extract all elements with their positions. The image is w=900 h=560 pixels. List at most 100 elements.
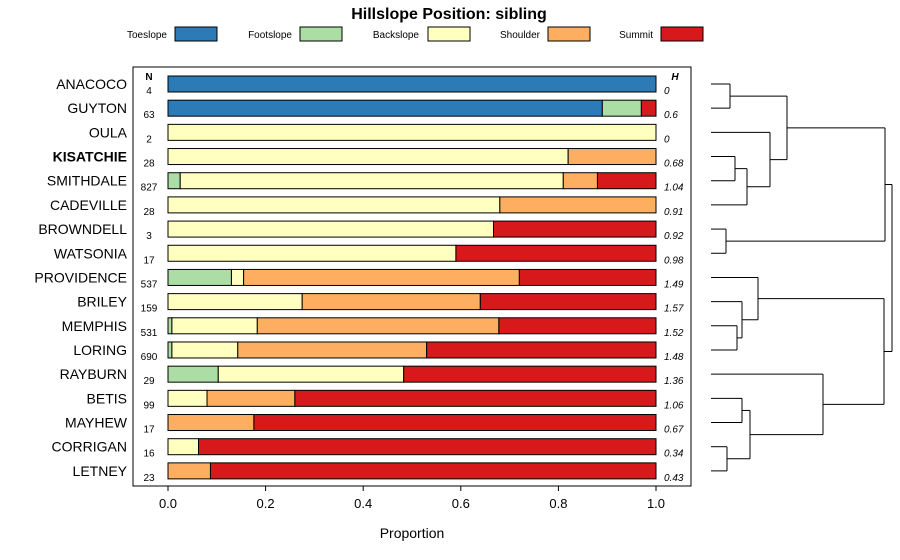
- bar-segment-footslope: [167, 268, 232, 286]
- bar-segment-summit: [455, 244, 657, 262]
- bar-row-providence: PROVIDENCE 537 1.49: [34, 268, 684, 290]
- bar-segment-footslope: [601, 99, 642, 117]
- bar-row-loring: LORING 690 1.48: [73, 341, 684, 363]
- row-label: WATSONIA: [54, 245, 128, 261]
- bar-row-anacoco: ANACOCO 4 0: [56, 75, 670, 97]
- row-h-value: 0.67: [664, 425, 684, 436]
- x-tick-label: 1.0: [647, 496, 665, 511]
- bar-segment-footslope: [167, 365, 219, 383]
- row-h-value: 0: [664, 134, 670, 145]
- bar-segment-summit: [426, 341, 657, 359]
- bar-row-betis: BETIS 99 1.06: [87, 389, 684, 411]
- row-n-value: 690: [141, 352, 158, 363]
- bar-segment-summit: [596, 172, 657, 190]
- bar-row-letney: LETNEY 23 0.43: [73, 462, 684, 484]
- row-label: CADEVILLE: [50, 197, 127, 213]
- bar-segment-shoulder: [567, 148, 657, 166]
- bar-segment-footslope: [167, 341, 173, 359]
- row-n-value: 17: [143, 255, 155, 266]
- row-n-value: 4: [146, 86, 152, 97]
- legend-swatch-footslope: [299, 26, 343, 42]
- row-label: KISATCHIE: [53, 149, 127, 165]
- row-n-value: 16: [143, 449, 155, 460]
- n-column-header: N: [145, 72, 152, 83]
- row-h-value: 0.6: [664, 110, 678, 121]
- bar-segment-shoulder: [256, 317, 500, 335]
- bar-segment-summit: [403, 365, 657, 383]
- bar-segment-summit: [498, 317, 657, 335]
- row-n-value: 827: [141, 183, 158, 194]
- row-label: CORRIGAN: [52, 439, 127, 455]
- bar-segment-summit: [518, 268, 657, 286]
- row-n-value: 23: [143, 473, 155, 484]
- bar-row-corrigan: CORRIGAN 16 0.34: [52, 438, 684, 460]
- row-h-value: 1.06: [664, 400, 684, 411]
- bar-row-mayhew: MAYHEW 17 0.67: [65, 414, 684, 436]
- x-tick-label: 0.4: [354, 496, 372, 511]
- bar-segment-backslope: [167, 389, 208, 407]
- row-label: BETIS: [87, 390, 127, 406]
- bar-segment-summit: [294, 389, 657, 407]
- bar-row-cadeville: CADEVILLE 28 0.91: [50, 196, 683, 218]
- legend-swatch-summit: [660, 26, 704, 42]
- bar-segment-summit: [209, 462, 657, 480]
- row-label: BRILEY: [77, 294, 127, 310]
- bar-row-oula: OULA 2 0: [89, 123, 670, 145]
- legend-label-summit: Summit: [619, 30, 653, 41]
- legend-swatch-shoulder: [547, 26, 591, 42]
- row-n-value: 63: [143, 110, 155, 121]
- row-n-value: 29: [143, 376, 155, 387]
- bar-segment-summit: [253, 414, 657, 432]
- row-label: MEMPHIS: [62, 318, 127, 334]
- row-label: SMITHDALE: [47, 173, 127, 189]
- bar-segment-footslope: [167, 172, 181, 190]
- bar-segment-backslope: [171, 317, 258, 335]
- legend: Toeslope Footslope Backslope Shoulder Summit: [127, 26, 704, 42]
- legend-swatch-toeslope: [174, 26, 218, 42]
- bar-segment-shoulder: [167, 462, 211, 480]
- bar-segment-footslope: [167, 317, 173, 335]
- row-h-value: 1.52: [664, 328, 684, 339]
- bar-segment-backslope: [167, 196, 501, 214]
- bar-segment-shoulder: [206, 389, 296, 407]
- row-label: LETNEY: [73, 463, 128, 479]
- row-h-value: 0.68: [664, 159, 684, 170]
- plot-panel: [132, 66, 692, 487]
- legend-label-shoulder: Shoulder: [500, 30, 541, 41]
- bar-segment-backslope: [167, 148, 569, 166]
- row-h-value: 0.92: [664, 231, 684, 242]
- x-tick-label: 0.2: [257, 496, 275, 511]
- bar-segment-backslope: [230, 268, 245, 286]
- bar-segment-shoulder: [499, 196, 657, 214]
- bar-row-smithdale: SMITHDALE 827 1.04: [47, 172, 684, 194]
- legend-label-backslope: Backslope: [373, 30, 420, 41]
- bar-segment-shoulder: [167, 414, 255, 432]
- row-n-value: 159: [141, 304, 158, 315]
- legend-label-footslope: Footslope: [248, 30, 292, 41]
- x-axis-title: Proportion: [380, 525, 445, 541]
- chart-title: Hillslope Position: sibling: [351, 6, 547, 23]
- x-tick-label: 0.8: [549, 496, 567, 511]
- row-label: OULA: [89, 124, 128, 140]
- bar-segment-shoulder: [301, 293, 481, 311]
- row-label: MAYHEW: [65, 415, 128, 431]
- x-tick-label: 0.6: [452, 496, 470, 511]
- dendrogram: [711, 83, 893, 472]
- row-n-value: 28: [143, 159, 155, 170]
- x-tick-label: 0.0: [159, 496, 177, 511]
- bar-segment-toeslope: [167, 75, 657, 93]
- bar-row-kisatchie: KISATCHIE 28 0.68: [53, 148, 684, 170]
- row-h-value: 1.57: [664, 304, 684, 315]
- x-axis: 0.0 0.2 0.4 0.6 0.8 1.0: [159, 486, 665, 511]
- row-h-value: 0.34: [664, 449, 684, 460]
- h-column-header: H: [671, 72, 679, 83]
- bar-segment-backslope: [167, 220, 494, 238]
- bar-segment-toeslope: [167, 99, 603, 117]
- bar-segment-backslope: [171, 341, 239, 359]
- bar-row-rayburn: RAYBURN 29 1.36: [60, 365, 684, 387]
- row-n-value: 99: [143, 400, 155, 411]
- legend-swatch-backslope: [427, 26, 471, 42]
- bar-segment-shoulder: [562, 172, 598, 190]
- row-h-value: 1.04: [664, 183, 684, 194]
